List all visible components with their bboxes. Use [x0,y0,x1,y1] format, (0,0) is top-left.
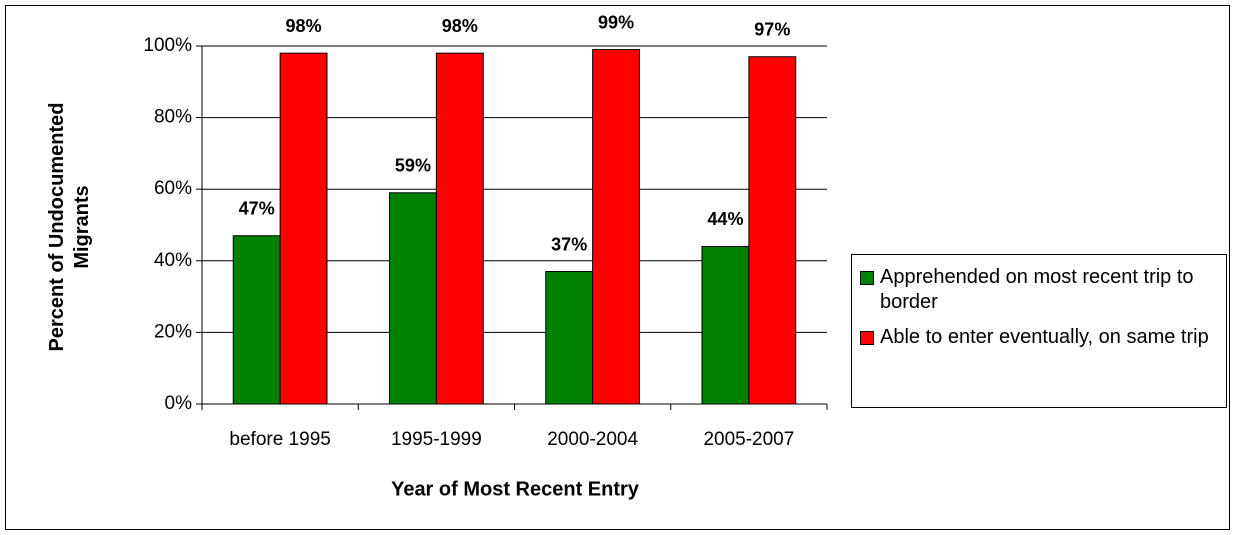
bar [592,49,640,405]
x-tick-label: 1995-1999 [391,429,482,450]
legend-item: Able to enter eventually, on same trip [860,325,1218,350]
y-axis-title: Percent of Undocumented Migrants [46,102,93,352]
y-tick-label: 0% [165,393,193,414]
value-label: 44% [707,209,743,229]
x-axis-title: Year of Most Recent Entry [391,478,640,500]
bar [435,52,484,405]
bar [232,235,281,405]
legend: Apprehended on most recent trip to borde… [851,254,1227,408]
bar [748,56,797,405]
value-label: 37% [551,234,587,254]
y-tick-label: 100% [143,35,192,56]
legend-swatch [860,331,874,345]
y-tick-label: 40% [154,250,192,271]
x-tick-label: 2005-2007 [703,429,794,450]
y-tick-label: 20% [154,321,192,342]
bar [279,52,328,405]
legend-item: Apprehended on most recent trip to borde… [860,265,1218,315]
value-label: 97% [754,19,790,39]
bar [389,192,437,405]
chart-frame [5,5,1230,530]
value-label: 99% [598,12,634,32]
x-tick-label: before 1995 [229,429,330,450]
value-label: 47% [239,198,275,218]
legend-label: Apprehended on most recent trip to borde… [880,266,1194,313]
value-label: 59% [395,156,431,176]
legend-swatch [860,271,874,285]
legend-label: Able to enter eventually, on same trip [880,326,1209,348]
y-tick-label: 60% [154,178,192,199]
bar [701,245,750,405]
value-label: 98% [286,16,322,36]
y-tick-label: 80% [154,107,192,128]
bar [545,271,594,405]
value-label: 98% [442,16,478,36]
x-tick-label: 2000-2004 [547,429,638,450]
